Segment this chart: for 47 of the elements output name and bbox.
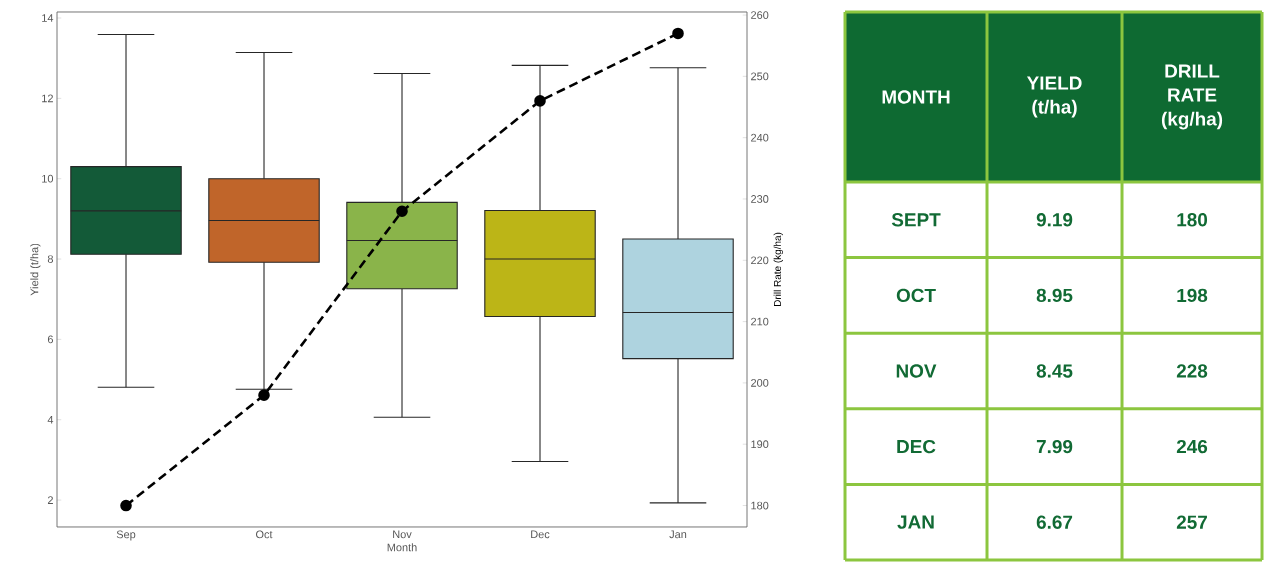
- data-label: 257: [1176, 515, 1207, 529]
- point: [534, 95, 546, 107]
- data-label: 8.45: [1036, 364, 1073, 378]
- y-tick-label: 2: [47, 496, 53, 504]
- data-label: 198: [1177, 288, 1208, 303]
- y2-tick-label: 260: [751, 11, 769, 19]
- y-tick-label: 14: [42, 14, 54, 22]
- category-label: DEC: [897, 439, 936, 454]
- x-tick-label: Sep: [116, 530, 136, 541]
- data-label: 8.95: [1036, 288, 1073, 303]
- x-tick-label: Oct: [256, 530, 273, 539]
- category-label: JAN: [897, 515, 934, 529]
- data-label: 9.19: [1036, 213, 1073, 227]
- point: [258, 389, 270, 401]
- category-label: SEPT: [891, 213, 941, 227]
- point: [120, 499, 132, 512]
- y2-tick-label: 180: [751, 501, 769, 510]
- y-tick-label: 12: [42, 94, 53, 103]
- data-label: 228: [1176, 364, 1208, 378]
- point: [396, 205, 408, 218]
- data-label: 246: [1176, 439, 1208, 454]
- y2-tick-label: 220: [751, 256, 769, 265]
- x-axis-title: Month: [387, 543, 417, 552]
- text: YIELD (t/ha): [1026, 76, 1082, 118]
- y2-axis-title: Drill Rate (kg/ha): [773, 232, 783, 307]
- text: DRILL RATE (kg/ha): [1161, 64, 1223, 130]
- y2-tick-label: 210: [751, 317, 769, 326]
- y2-tick-label: 240: [751, 133, 769, 142]
- y-tick-label: 6: [47, 335, 54, 344]
- y2-tick-label: 250: [751, 72, 769, 81]
- data-label: 6.67: [1036, 515, 1073, 529]
- point: [672, 27, 684, 40]
- data-label: 7.99: [1036, 439, 1073, 454]
- y2-tick-label: 230: [751, 195, 769, 203]
- category-label: NOV: [896, 364, 937, 378]
- data-label: 180: [1177, 213, 1208, 227]
- y-tick-label: 8: [47, 255, 54, 263]
- x-tick-label: Dec: [531, 530, 550, 539]
- y-axis-title: Yield (t/ha): [30, 243, 41, 296]
- x-tick-label: Jan: [669, 530, 687, 539]
- y-tick-label: 4: [47, 415, 54, 424]
- y-tick-label: 10: [42, 174, 54, 183]
- text: MONTH: [882, 90, 950, 104]
- y2-tick-label: 190: [751, 440, 769, 449]
- category-label: OCT: [896, 288, 936, 303]
- y2-tick-label: 200: [751, 379, 769, 387]
- x-tick-label: Nov: [393, 530, 412, 539]
